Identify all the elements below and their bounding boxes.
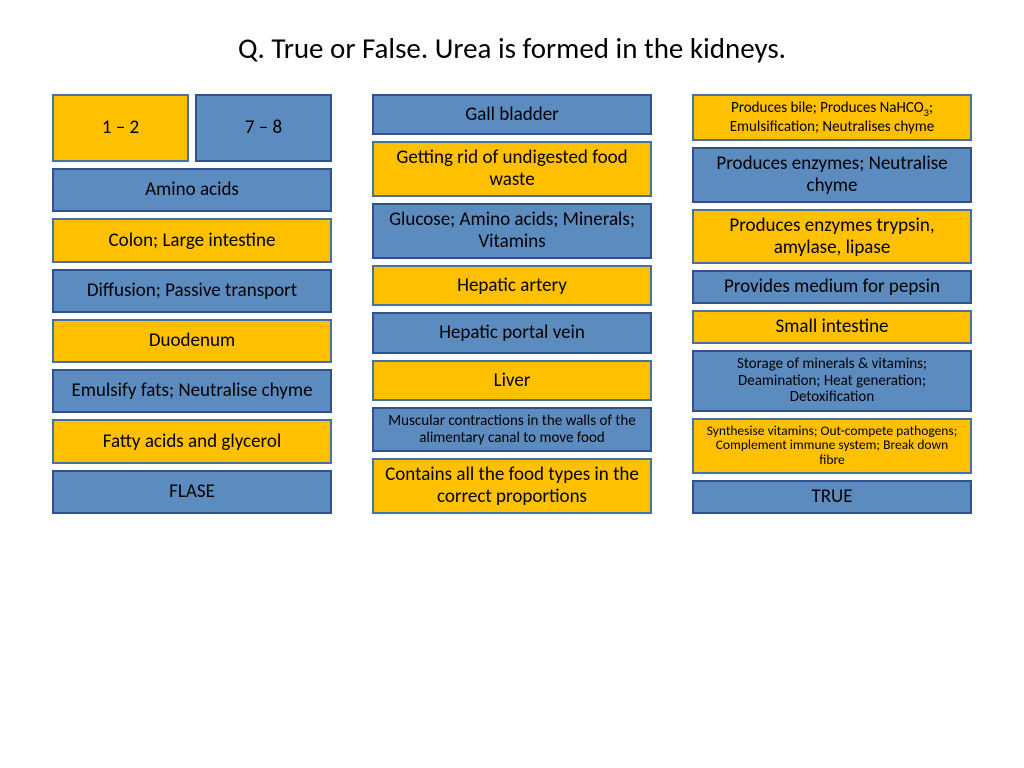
split-row: 1 – 2 7 – 8 [52,94,332,162]
cell-food-types[interactable]: Contains all the food types in the corre… [372,458,652,514]
cell-amino-acids[interactable]: Amino acids [52,168,332,212]
cell-pepsin-medium[interactable]: Provides medium for pepsin [692,270,972,304]
cell-duodenum[interactable]: Duodenum [52,319,332,363]
column-1: 1 – 2 7 – 8 Amino acids Colon; Large int… [52,94,332,514]
cell-text: Produces bile; Produces NaHCO3; Emulsifi… [702,100,962,135]
cell-glucose[interactable]: Glucose; Amino acids; Minerals; Vitamins [372,203,652,259]
cell-produces-bile[interactable]: Produces bile; Produces NaHCO3; Emulsifi… [692,94,972,141]
cell-synthesise[interactable]: Synthesise vitamins; Out-compete pathoge… [692,418,972,475]
cell-produces-enzymes-trypsin[interactable]: Produces enzymes trypsin, amylase, lipas… [692,209,972,265]
cell-small-intestine[interactable]: Small intestine [692,310,972,344]
answer-grid: 1 – 2 7 – 8 Amino acids Colon; Large int… [50,94,974,514]
cell-false[interactable]: FLASE [52,470,332,514]
cell-fatty-acids[interactable]: Fatty acids and glycerol [52,419,332,463]
cell-muscular[interactable]: Muscular contractions in the walls of th… [372,407,652,452]
cell-storage[interactable]: Storage of minerals & vitamins; Deaminat… [692,350,972,412]
cell-diffusion[interactable]: Diffusion; Passive transport [52,269,332,313]
cell-colon[interactable]: Colon; Large intestine [52,218,332,262]
question-title: Q. True or False. Urea is formed in the … [50,30,974,66]
cell-1-2[interactable]: 1 – 2 [52,94,189,162]
cell-gall-bladder[interactable]: Gall bladder [372,94,652,135]
cell-undigested-waste[interactable]: Getting rid of undigested food waste [372,141,652,197]
cell-true[interactable]: TRUE [692,480,972,514]
cell-produces-enzymes-neutralise[interactable]: Produces enzymes; Neutralise chyme [692,147,972,203]
cell-hepatic-portal[interactable]: Hepatic portal vein [372,312,652,353]
cell-hepatic-artery[interactable]: Hepatic artery [372,265,652,306]
column-3: Produces bile; Produces NaHCO3; Emulsifi… [692,94,972,514]
cell-liver[interactable]: Liver [372,360,652,401]
column-2: Gall bladder Getting rid of undigested f… [372,94,652,514]
cell-7-8[interactable]: 7 – 8 [195,94,332,162]
cell-emulsify[interactable]: Emulsify fats; Neutralise chyme [52,369,332,413]
